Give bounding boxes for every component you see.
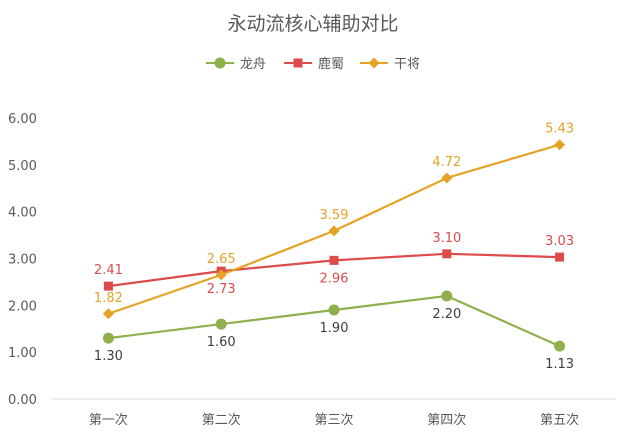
data-label: 2.73 — [207, 282, 236, 297]
data-point — [554, 340, 566, 352]
data-label: 5.43 — [545, 122, 574, 137]
data-label: 1.13 — [545, 357, 574, 372]
x-tick-label: 第二次 — [202, 412, 241, 428]
legend-label: 干将 — [394, 57, 420, 72]
data-point — [441, 172, 453, 184]
data-label: 3.59 — [320, 208, 349, 223]
chart-axes: 0.00 1.00 2.00 3.00 4.00 5.00 6.00 第一次 第二次 第三次 第四次… — [8, 112, 616, 428]
data-point — [442, 249, 452, 259]
y-tick-label: 2.00 — [8, 299, 37, 314]
y-tick-label: 3.00 — [8, 253, 37, 268]
data-label: 2.65 — [207, 252, 236, 267]
data-label: 1.82 — [94, 291, 123, 306]
legend-marker — [214, 57, 226, 69]
legend-label: 鹿蜀 — [318, 56, 344, 72]
y-tick-label: 6.00 — [8, 112, 37, 127]
legend-marker — [293, 58, 303, 68]
data-point — [328, 304, 340, 316]
data-point — [441, 290, 453, 302]
data-label: 2.41 — [94, 263, 123, 278]
data-label: 2.20 — [432, 307, 461, 322]
x-tick-label: 第三次 — [314, 412, 353, 428]
data-point — [102, 308, 114, 320]
data-point — [555, 252, 565, 262]
data-label: 2.96 — [320, 271, 349, 286]
chart-data-labels: 1.30 1.60 1.90 2.20 1.13 2.41 2.73 2.96 3.10 3.03… — [94, 122, 574, 372]
y-tick-label: 0.00 — [8, 393, 37, 408]
data-point — [329, 255, 339, 265]
y-tick-label: 4.00 — [8, 206, 37, 221]
x-tick-label: 第五次 — [540, 412, 579, 428]
chart-title: 永动流核心辅助对比 — [227, 13, 398, 35]
chart-legend: 龙舟 鹿蜀 干将 — [206, 56, 420, 72]
data-point — [215, 269, 227, 281]
data-point — [102, 332, 114, 344]
data-label: 4.72 — [432, 155, 461, 170]
data-label: 3.03 — [545, 234, 574, 249]
data-point — [215, 318, 227, 330]
data-label: 1.30 — [94, 349, 123, 364]
legend-marker — [368, 57, 380, 69]
x-tick-label: 第一次 — [89, 412, 128, 428]
chart-series — [102, 139, 566, 352]
y-tick-label: 5.00 — [8, 159, 37, 174]
y-tick-label: 1.00 — [8, 346, 37, 361]
data-label: 1.90 — [320, 321, 349, 336]
data-point — [103, 281, 113, 291]
x-tick-label: 第四次 — [427, 412, 466, 428]
legend-label: 龙舟 — [240, 57, 266, 72]
data-label: 3.10 — [432, 231, 461, 246]
data-label: 1.60 — [207, 335, 236, 350]
data-point — [328, 225, 340, 237]
data-point — [554, 139, 566, 151]
